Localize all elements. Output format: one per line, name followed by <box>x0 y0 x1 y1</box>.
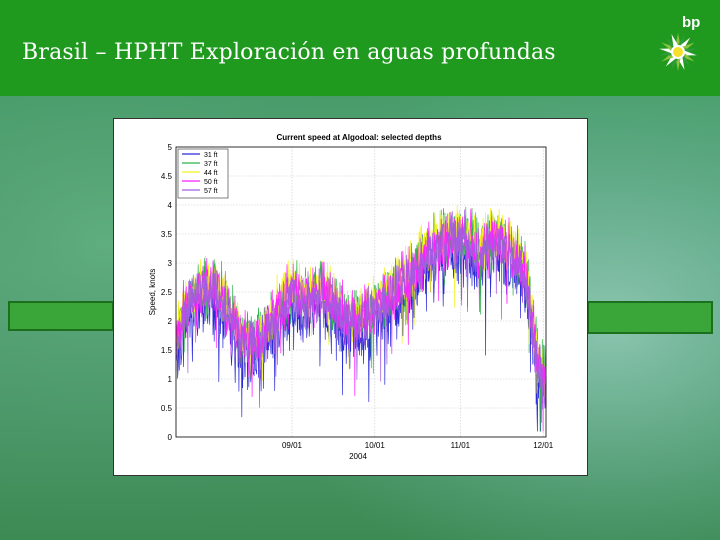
legend-entry: 31 ft <box>204 152 218 159</box>
chart-series-lines <box>175 204 547 432</box>
decorative-bar-left <box>8 301 114 331</box>
y-tick-label: 0.5 <box>161 404 173 413</box>
y-tick-label: 4 <box>168 201 173 210</box>
slide-header <box>0 0 720 96</box>
x-tick-label: 10/01 <box>365 441 386 450</box>
y-tick-label: 3.5 <box>161 230 173 239</box>
chart-figure: Current speed at Algodoal: selected dept… <box>113 118 588 476</box>
y-tick-label: 1.5 <box>161 346 173 355</box>
x-tick-label: 12/01 <box>533 441 554 450</box>
legend-entry: 50 ft <box>204 179 218 186</box>
current-speed-chart: Current speed at Algodoal: selected dept… <box>148 133 554 461</box>
decorative-bar-right <box>587 301 713 334</box>
series-line <box>175 204 547 404</box>
y-tick-label: 1 <box>168 375 173 384</box>
y-tick-label: 0 <box>168 433 173 442</box>
y-tick-label: 2.5 <box>161 288 173 297</box>
x-ticks: 09/01 10/01 11/01 12/01 <box>282 441 554 450</box>
x-axis-label: 2004 <box>349 452 367 461</box>
y-axis-label: Speed, knots <box>148 269 157 316</box>
legend-entry: 37 ft <box>204 161 218 168</box>
y-tick-label: 2 <box>168 317 173 326</box>
y-ticks: 0 0.5 1 1.5 2 2.5 3 3.5 4 4.5 5 <box>161 143 173 442</box>
y-tick-label: 4.5 <box>161 172 173 181</box>
x-tick-label: 11/01 <box>451 441 471 450</box>
slide-title: Brasil – HPHT Exploración en aguas profu… <box>22 40 556 65</box>
y-tick-label: 5 <box>168 143 173 152</box>
chart-title: Current speed at Algodoal: selected dept… <box>276 133 442 142</box>
legend-entry: 57 ft <box>204 188 218 195</box>
x-tick-label: 09/01 <box>282 441 303 450</box>
chart-legend: 31 ft 37 ft 44 ft 50 ft 57 ft <box>177 148 229 199</box>
bp-logo-text: bp <box>682 14 701 31</box>
series-line <box>175 209 547 423</box>
y-tick-label: 3 <box>168 259 173 268</box>
bp-helios-logo-icon <box>659 33 697 71</box>
plot-area-frame <box>175 146 547 438</box>
legend-entry: 44 ft <box>204 170 218 177</box>
